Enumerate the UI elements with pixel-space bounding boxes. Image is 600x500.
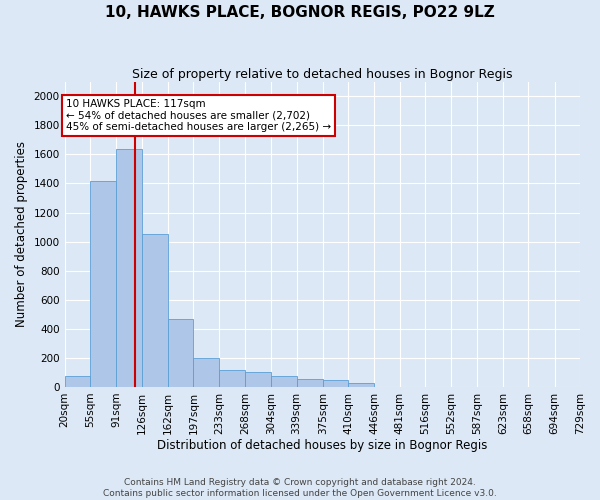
Bar — [142, 234, 168, 387]
Bar — [193, 358, 220, 387]
X-axis label: Distribution of detached houses by size in Bognor Regis: Distribution of detached houses by size … — [157, 440, 488, 452]
Bar — [348, 382, 374, 387]
Bar — [168, 318, 193, 387]
Bar — [245, 372, 271, 387]
Bar — [65, 376, 90, 387]
Title: Size of property relative to detached houses in Bognor Regis: Size of property relative to detached ho… — [132, 68, 512, 80]
Bar — [116, 148, 142, 387]
Bar — [271, 376, 296, 387]
Bar — [296, 379, 323, 387]
Text: Contains HM Land Registry data © Crown copyright and database right 2024.
Contai: Contains HM Land Registry data © Crown c… — [103, 478, 497, 498]
Text: 10 HAWKS PLACE: 117sqm
← 54% of detached houses are smaller (2,702)
45% of semi-: 10 HAWKS PLACE: 117sqm ← 54% of detached… — [66, 99, 331, 132]
Bar — [220, 370, 245, 387]
Y-axis label: Number of detached properties: Number of detached properties — [15, 142, 28, 328]
Bar — [90, 180, 116, 387]
Text: 10, HAWKS PLACE, BOGNOR REGIS, PO22 9LZ: 10, HAWKS PLACE, BOGNOR REGIS, PO22 9LZ — [105, 5, 495, 20]
Bar — [323, 380, 348, 387]
